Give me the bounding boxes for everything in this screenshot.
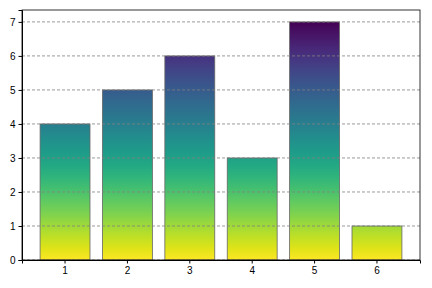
x-tick-mark	[252, 260, 253, 264]
y-tick-label: 3	[10, 153, 16, 164]
x-tick-label: 2	[125, 265, 131, 276]
y-tick-mark	[19, 56, 23, 57]
x-tick-mark	[376, 260, 377, 264]
y-tick: 1	[10, 221, 22, 232]
y-tick: 4	[10, 119, 22, 130]
y-tick-label: 6	[10, 51, 16, 62]
bar	[290, 22, 340, 260]
x-axis: 1 2 3 4 5 6	[23, 260, 421, 276]
plot-area	[40, 22, 402, 260]
y-tick: 6	[10, 51, 22, 62]
y-tick: 7	[10, 17, 22, 28]
y-tick-label: 0	[10, 255, 16, 266]
grid-line	[22, 55, 420, 56]
y-tick-mark	[19, 158, 23, 159]
x-tick-label: 4	[249, 265, 255, 276]
x-tick: 3	[187, 260, 193, 276]
x-tick: 4	[249, 260, 255, 276]
y-tick-mark	[19, 22, 23, 23]
bar	[102, 90, 152, 260]
y-tick-label: 7	[10, 17, 16, 28]
bar	[227, 158, 277, 260]
x-tick: 2	[125, 260, 131, 276]
grid	[22, 22, 420, 260]
y-tick-label: 5	[10, 85, 16, 96]
grid-line	[22, 123, 420, 124]
y-tick-mark	[19, 260, 23, 261]
x-tick: 6	[374, 260, 380, 276]
y-axis: 0 1 2 3 4 5 6 7	[10, 11, 23, 266]
y-tick: 0	[10, 255, 22, 266]
x-tick-label: 5	[312, 265, 318, 276]
plot-frame	[22, 10, 420, 260]
y-tick: 3	[10, 153, 22, 164]
y-tick-mark	[19, 226, 23, 227]
x-axis-line	[23, 261, 421, 264]
y-tick-mark	[19, 90, 23, 91]
x-tick-mark	[314, 260, 315, 264]
y-tick: 2	[10, 187, 22, 198]
x-tick-label: 1	[62, 265, 68, 276]
x-tick-mark	[127, 260, 128, 264]
bar	[352, 226, 402, 260]
grid-line	[22, 21, 420, 22]
y-tick-label: 1	[10, 221, 16, 232]
x-tick-mark	[65, 260, 66, 264]
y-tick: 5	[10, 85, 22, 96]
x-tick-mark	[189, 260, 190, 264]
y-axis-line	[19, 11, 23, 261]
y-tick-mark	[19, 124, 23, 125]
y-tick-mark	[19, 192, 23, 193]
grid-line	[22, 191, 420, 192]
chart: 1 2 3 4 5 6 0 1 2 3 4 5 6 7	[0, 0, 432, 288]
x-tick: 1	[62, 260, 68, 276]
x-tick: 5	[312, 260, 318, 276]
x-tick-label: 6	[374, 265, 380, 276]
y-tick-label: 2	[10, 187, 16, 198]
grid-line	[22, 225, 420, 226]
y-tick-label: 4	[10, 119, 16, 130]
x-tick-label: 3	[187, 265, 193, 276]
grid-line	[22, 89, 420, 90]
grid-line	[22, 157, 420, 158]
